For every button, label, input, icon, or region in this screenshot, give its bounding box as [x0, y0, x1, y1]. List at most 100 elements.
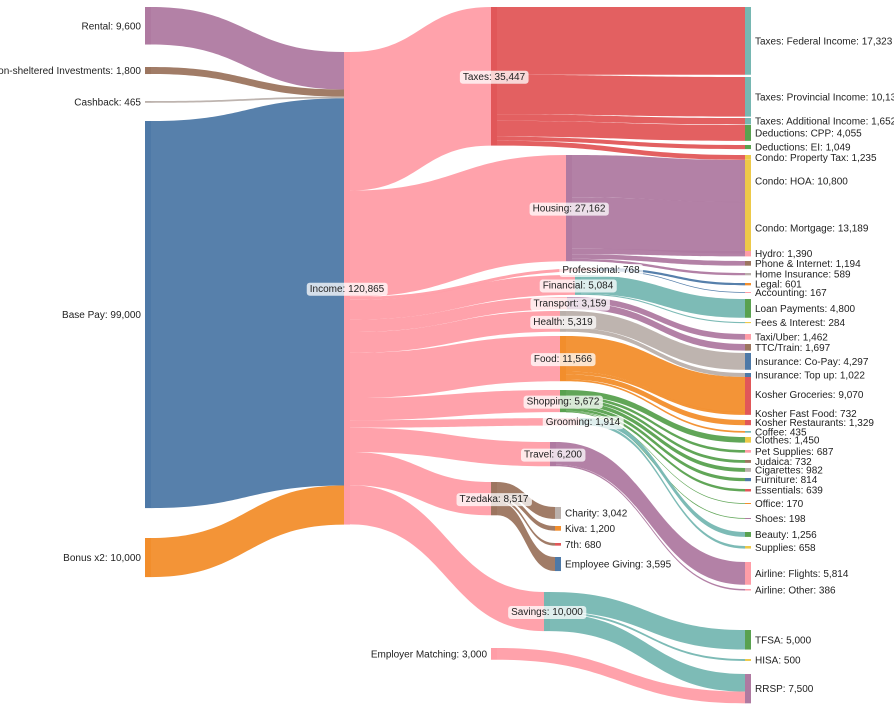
- link-tzedaka-kiva: [497, 493, 555, 531]
- label-taxi: Taxi/Uber: 1,462: [755, 332, 828, 343]
- node-loan[interactable]: [745, 299, 751, 318]
- label-bg-professional: [559, 264, 644, 278]
- label-flights: Airline: Flights: 5,814: [755, 569, 849, 580]
- node-nonshel[interactable]: [145, 67, 151, 75]
- node-supplies[interactable]: [745, 546, 751, 549]
- label-pet: Pet Supplies: 687: [755, 447, 834, 458]
- link-housing-phone: [572, 254, 745, 266]
- link-taxes-proptax: [497, 140, 745, 160]
- label-shopping: Shopping: 5,672: [527, 397, 600, 408]
- node-employer[interactable]: [491, 648, 497, 660]
- label-bg-grooming: [542, 416, 624, 430]
- node-restaurants[interactable]: [745, 420, 751, 426]
- node-fastfood[interactable]: [745, 412, 751, 415]
- node-pet[interactable]: [745, 450, 751, 453]
- node-beauty[interactable]: [745, 532, 751, 537]
- label-health: Health: 5,319: [533, 317, 593, 328]
- label-ttc: TTC/Train: 1,697: [755, 343, 831, 354]
- label-bg-housing: [529, 202, 609, 216]
- link-grooming-beauty: [586, 418, 745, 537]
- node-furniture[interactable]: [745, 478, 751, 482]
- node-rrsp[interactable]: [745, 674, 751, 704]
- node-bonus[interactable]: [145, 538, 151, 578]
- node-cigarettes[interactable]: [745, 468, 751, 472]
- link-housing-hoa: [572, 155, 745, 203]
- node-charity[interactable]: [555, 507, 561, 519]
- label-income: Income: 120,865: [310, 284, 385, 295]
- link-income-food: [350, 336, 560, 399]
- link-income-professional: [350, 268, 598, 300]
- node-topup[interactable]: [745, 373, 751, 377]
- link-bonus-income: [151, 485, 344, 578]
- link-professional-accounting: [604, 270, 745, 293]
- node-clothes[interactable]: [745, 437, 751, 443]
- node-proptax[interactable]: [745, 155, 751, 160]
- label-ei: Deductions: EI: 1,049: [755, 143, 851, 154]
- node-base[interactable]: [145, 121, 151, 509]
- node-flights[interactable]: [745, 562, 751, 585]
- link-travel-airother: [556, 464, 745, 591]
- node-accounting[interactable]: [745, 292, 751, 293]
- node-taxi[interactable]: [745, 334, 751, 340]
- node-mortgage[interactable]: [745, 202, 751, 254]
- label-furniture: Furniture: 814: [755, 475, 818, 486]
- link-income-savings: [350, 485, 544, 632]
- node-fees[interactable]: [745, 322, 751, 324]
- node-hisa[interactable]: [745, 659, 751, 661]
- link-shopping-essentials: [566, 408, 745, 492]
- label-savings: Savings: 10,000: [511, 607, 583, 618]
- label-nonshel: Non-sheltered Investments: 1,800: [0, 66, 141, 77]
- node-seventh[interactable]: [555, 543, 561, 546]
- label-bg-income: [306, 282, 388, 296]
- node-shoes[interactable]: [745, 518, 751, 519]
- link-tzedaka-empgiving: [497, 501, 555, 572]
- label-empgiving: Employee Giving: 3,595: [565, 560, 672, 571]
- link-savings-rrsp: [550, 613, 745, 692]
- node-kiva[interactable]: [555, 526, 561, 531]
- link-income-tzedaka: [350, 451, 491, 516]
- node-fed[interactable]: [745, 7, 751, 75]
- link-shopping-judaica: [566, 398, 745, 463]
- link-savings-tfsa: [550, 592, 745, 650]
- label-office: Office: 170: [755, 499, 804, 510]
- node-judaica[interactable]: [745, 460, 751, 463]
- node-addl[interactable]: [745, 118, 751, 125]
- node-groceries[interactable]: [745, 377, 751, 413]
- label-grooming: Grooming: 1,914: [546, 417, 621, 428]
- label-coffee: Coffee: 435: [755, 427, 807, 438]
- label-professional: Professional: 768: [562, 265, 640, 276]
- node-tfsa[interactable]: [745, 630, 751, 650]
- label-phone: Phone & Internet: 1,194: [755, 259, 861, 270]
- node-essentials[interactable]: [745, 489, 751, 492]
- link-housing-mortgage: [572, 197, 745, 254]
- node-prov[interactable]: [745, 77, 751, 117]
- node-phone[interactable]: [745, 261, 751, 266]
- label-legal: Legal: 601: [755, 280, 802, 291]
- label-bg-savings: [508, 606, 587, 620]
- node-empgiving[interactable]: [555, 557, 561, 572]
- label-groceries: Kosher Groceries: 9,070: [755, 390, 864, 401]
- link-shopping-clothes: [566, 390, 745, 443]
- node-hoa[interactable]: [745, 160, 751, 203]
- node-homeins[interactable]: [745, 273, 751, 276]
- node-ttc[interactable]: [745, 344, 751, 351]
- node-coffee[interactable]: [745, 431, 751, 433]
- node-cashback[interactable]: [145, 101, 151, 103]
- link-employer-rrsp: [497, 648, 745, 704]
- link-income-housing: [350, 155, 566, 297]
- node-rental[interactable]: [145, 7, 151, 45]
- label-restaurants: Kosher Restaurants: 1,329: [755, 418, 874, 429]
- node-cpp[interactable]: [745, 125, 751, 141]
- label-bg-taxes: [459, 70, 529, 84]
- label-supplies: Supplies: 658: [755, 543, 816, 554]
- link-health-topup: [566, 327, 745, 377]
- node-copay[interactable]: [745, 353, 751, 370]
- label-bg-food: [530, 353, 596, 367]
- node-ei[interactable]: [745, 145, 751, 150]
- label-fastfood: Kosher Fast Food: 732: [755, 409, 857, 420]
- node-hydro[interactable]: [745, 251, 751, 257]
- node-office[interactable]: [745, 503, 751, 504]
- link-rental-income: [151, 7, 344, 90]
- node-legal[interactable]: [745, 283, 751, 286]
- node-airother[interactable]: [745, 589, 751, 591]
